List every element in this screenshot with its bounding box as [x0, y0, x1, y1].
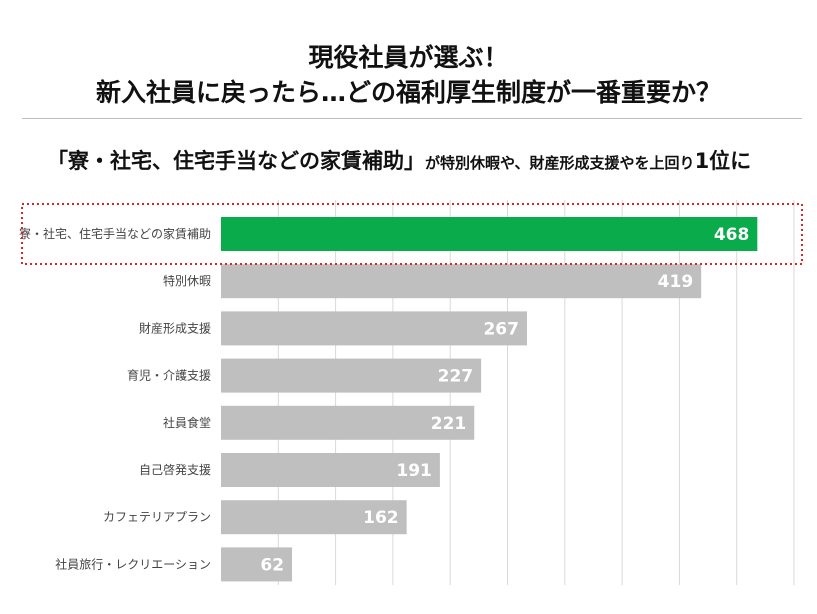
- subtitle-rank: 1位に: [694, 149, 752, 173]
- value-label: 267: [483, 319, 519, 339]
- bar-0: [221, 217, 758, 251]
- value-label: 62: [260, 555, 284, 575]
- highlight-box: [21, 203, 803, 265]
- category-label: 育児・介護支援: [127, 368, 211, 383]
- category-label: 財産形成支援: [139, 320, 211, 335]
- category-label: 特別休暇: [163, 273, 211, 288]
- value-label: 162: [363, 508, 399, 528]
- category-label: 社員旅行・レクリエーション: [55, 556, 211, 571]
- category-label: 社員食堂: [163, 415, 211, 430]
- divider: [22, 118, 802, 119]
- category-label: カフェテリアプラン: [103, 510, 211, 524]
- chart-title-line2: 新入社員に戻ったら…どの福利厚生制度が一番重要か？: [95, 78, 721, 107]
- chart-subtitle: 「寮・社宅、住宅手当などの家賃補助」が特別休暇や、財産形成支援やを上回り1位に: [47, 146, 751, 178]
- subtitle-mid: が特別休暇や、財産形成支援やを上回り: [425, 154, 695, 172]
- category-label: 自己啓発支援: [139, 462, 211, 477]
- value-label: 221: [431, 414, 467, 434]
- value-label: 227: [438, 367, 474, 387]
- bar-3: [221, 358, 482, 393]
- value-label: 468: [714, 225, 750, 245]
- bar-4: [221, 405, 475, 440]
- bars: [221, 217, 758, 582]
- chart-title-line1: 現役社員が選ぶ！: [308, 43, 509, 72]
- bar-1: [221, 264, 702, 299]
- value-label: 191: [396, 461, 432, 481]
- bar-7: [221, 547, 293, 582]
- category-label: 寮・社宅、住宅手当などの家賃補助: [19, 226, 211, 241]
- bar-5: [221, 453, 440, 487]
- subtitle-main: 「寮・社宅、住宅手当などの家賃補助」: [47, 149, 425, 173]
- bar-2: [221, 311, 527, 346]
- bar-6: [221, 500, 407, 535]
- labels: 寮・社宅、住宅手当などの家賃補助 468 特別休暇 419 財産形成支援 267 育児・介護…: [19, 225, 749, 575]
- value-label: 419: [658, 272, 694, 292]
